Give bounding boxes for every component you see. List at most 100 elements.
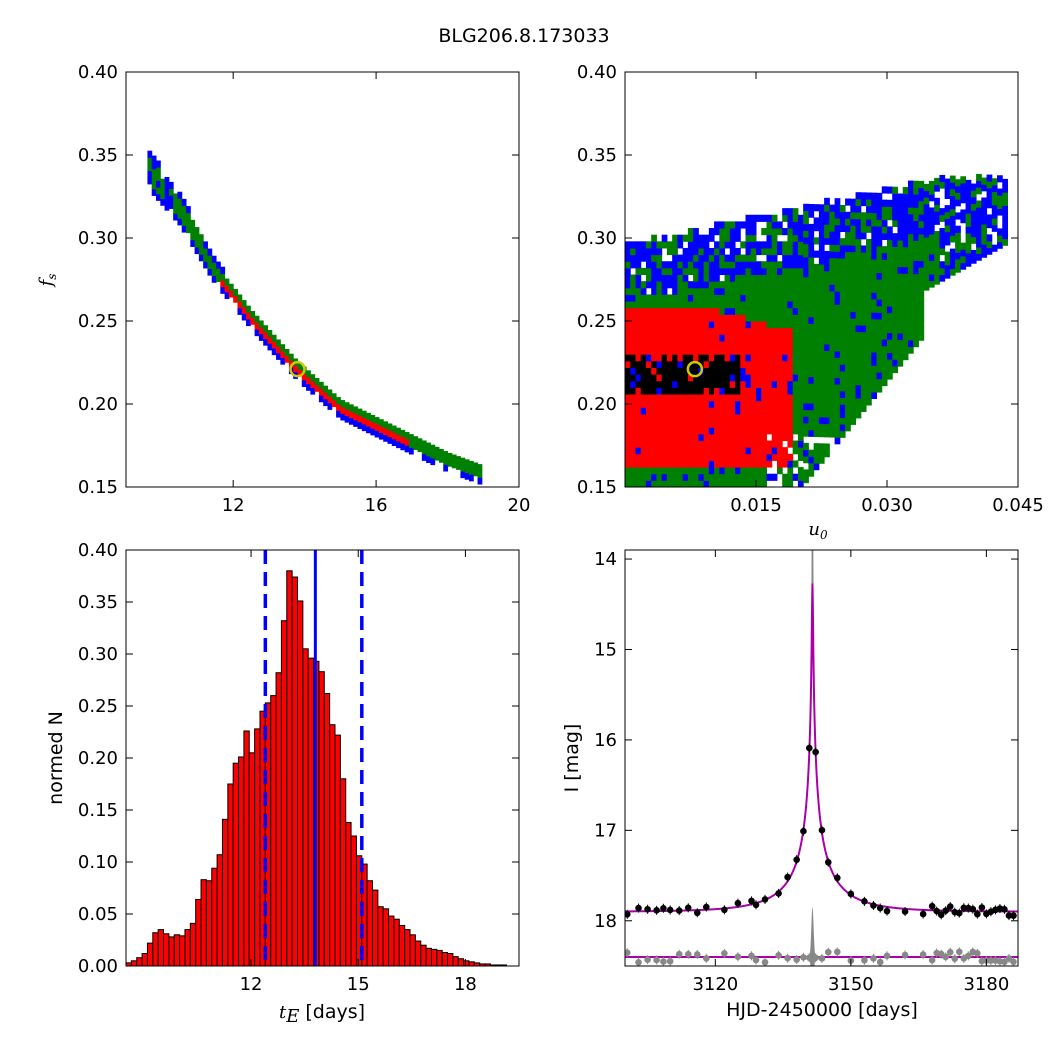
density-cell [913,313,919,321]
density-cell [672,473,678,481]
density-cell [845,278,851,286]
y-axis-label-i-mag: I [mag] [561,724,583,793]
density-cell [818,270,825,278]
density-cell [651,427,657,435]
density-cell [839,351,846,359]
density-cell [813,336,820,345]
density-cell [792,301,799,309]
density-cell [682,234,689,242]
density-cell [782,387,788,395]
density-cell [404,431,410,440]
density-cell [829,244,836,252]
density-cell [220,280,226,288]
histogram-bar [398,924,406,967]
density-cell [735,287,741,295]
density-cell [724,334,731,342]
density-cell [677,287,684,295]
density-cell [703,321,710,329]
density-cell [729,394,736,402]
density-cell [276,352,281,360]
density-cell [834,344,841,352]
density-cell [981,230,988,238]
density-cell [361,423,367,432]
density-cell [724,314,731,322]
density-cell [871,338,878,346]
density-cell [850,351,857,359]
density-cell [666,301,673,309]
density-cell [761,334,767,342]
density-cell [1002,238,1009,246]
density-cell [824,257,830,265]
density-cell [216,268,221,276]
density-cell [955,258,961,267]
density-cell [703,294,710,302]
density-cell [902,206,909,215]
density-cell [766,281,773,289]
density-cell [850,291,857,299]
density-cell [913,260,919,268]
density-cell [635,340,642,349]
density-cell [271,341,277,349]
density-cell [824,383,830,391]
density-cell [625,347,631,355]
density-cell [771,380,778,388]
density-cell [630,261,636,269]
density-cell [735,254,741,262]
density-cell [829,251,836,259]
density-cell [887,252,893,261]
density-cell [651,374,657,382]
density-cell [468,467,474,475]
density-cell [761,440,767,448]
density-cell [672,447,678,455]
density-cell [907,246,914,255]
density-cell [331,393,337,401]
density-cell [860,192,867,200]
density-cell [625,247,631,256]
density-cell [693,473,699,481]
density-cell [986,181,993,189]
density-cell [907,260,914,268]
density-cell [965,206,972,214]
density-cell [808,396,815,404]
x-tick-label: 0.045 [992,495,1044,516]
density-cell [714,347,720,355]
density-cell [907,213,914,221]
density-cell [913,300,919,308]
density-cell [703,387,710,395]
density-cell [834,218,841,226]
density-cell [881,305,888,314]
density-cell [892,359,898,367]
density-cell [645,281,652,289]
density-cell [216,261,221,269]
density-cell [813,217,820,225]
density-cell [776,460,783,468]
density-cell [776,380,783,388]
density-cell [729,340,736,349]
density-cell [656,274,663,282]
density-cell [855,398,862,406]
density-cell [703,287,710,295]
density-cell [729,354,736,362]
density-cell [750,347,757,355]
density-cell [776,367,783,375]
density-cell [666,294,673,302]
density-cell [792,228,799,236]
density-cell [981,204,988,212]
density-cell [745,400,752,408]
density-cell [766,354,773,362]
residual-point [1005,955,1013,962]
density-cell [635,354,642,362]
density-cell [813,416,820,424]
density-cell [708,228,715,236]
density-cell [318,388,324,396]
density-cell [955,179,961,187]
density-cell [934,211,940,219]
density-cell [897,346,904,354]
histogram-bar [345,821,352,967]
density-cell [672,241,678,249]
density-cell [735,413,741,422]
residual-point [693,951,701,958]
density-cell [808,423,815,431]
density-cell [477,464,483,472]
density-cell [693,234,699,242]
